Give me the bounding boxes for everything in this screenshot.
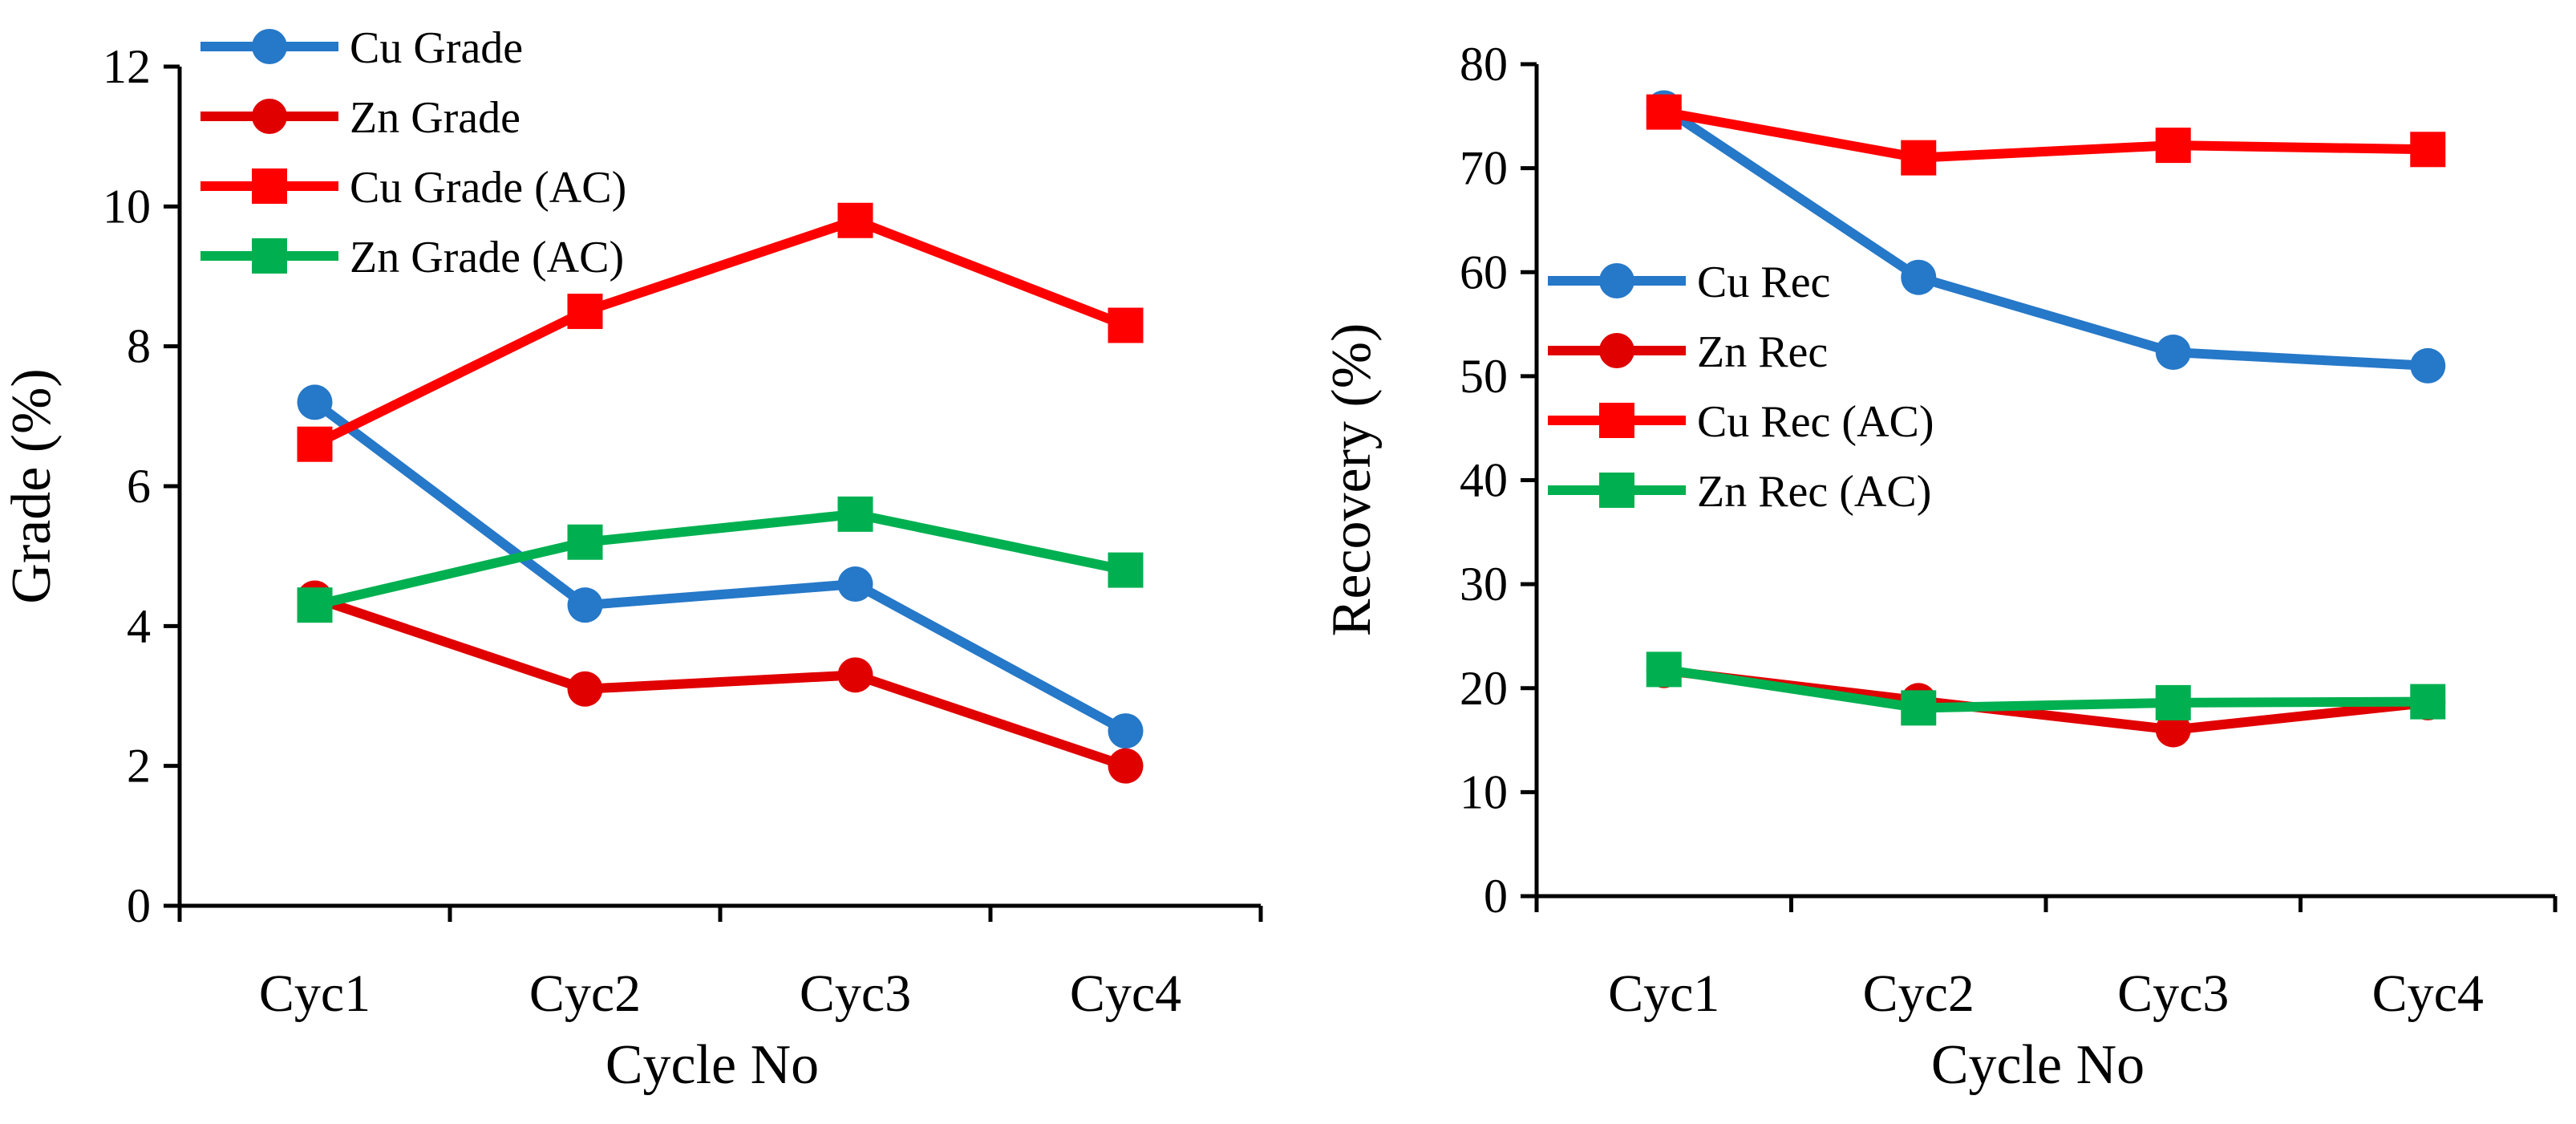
y-tick-label: 20 bbox=[1460, 662, 1508, 715]
series-line bbox=[311, 398, 1128, 736]
y-tick-label: 70 bbox=[1460, 142, 1508, 195]
legend: Cu Rec Zn Rec Cu Rec (AC) Zn Rec (AC) bbox=[1548, 258, 1934, 517]
x-tick-label: Cyc2 bbox=[529, 964, 641, 1023]
y-tick-label: 2 bbox=[127, 740, 151, 793]
data-point bbox=[1901, 690, 1937, 726]
data-point bbox=[297, 587, 333, 623]
data-point bbox=[1901, 140, 1937, 176]
legend-marker bbox=[252, 99, 287, 134]
y-tick-label: 10 bbox=[1460, 765, 1508, 818]
x-tick-label: Cyc4 bbox=[2372, 964, 2484, 1023]
series-line bbox=[313, 593, 1128, 771]
y-tick-label: 4 bbox=[127, 599, 151, 652]
legend: Cu Grade Zn Grade Cu Grade (AC) Zn Grade (A… bbox=[200, 23, 626, 282]
chart-2: 0 10 20 30 40 50 60 70 80 Cyc1 Cyc2 Cyc3 Cyc4 Cycle N… bbox=[1321, 38, 2558, 1096]
y-tick-label: 0 bbox=[127, 879, 151, 932]
chart-1: 0 2 4 6 8 10 12 Cyc1 Cyc2 Cyc3 Cyc4 Cycle No Grade (… bbox=[1, 23, 1263, 1096]
x-tick-label: Cyc1 bbox=[1608, 964, 1719, 1023]
y-tick-label: 80 bbox=[1460, 38, 1508, 91]
y-axis-title: Recovery (%) bbox=[1321, 323, 1383, 637]
y-tick-label: 12 bbox=[103, 40, 151, 93]
y-tick-label: 0 bbox=[1484, 870, 1508, 923]
y-tick-label: 30 bbox=[1460, 558, 1508, 611]
data-point bbox=[1646, 651, 1682, 688]
legend-label: Cu Rec (AC) bbox=[1697, 397, 1934, 447]
data-point bbox=[1108, 552, 1144, 588]
data-point bbox=[1108, 307, 1144, 343]
x-tick-label: Cyc3 bbox=[2117, 964, 2229, 1023]
data-point bbox=[2410, 132, 2446, 168]
legend-item: Cu Grade (AC) bbox=[200, 163, 626, 213]
legend-marker bbox=[1599, 263, 1634, 298]
data-point bbox=[2155, 335, 2191, 371]
legend-item: Zn Rec bbox=[1548, 327, 1828, 377]
series-line bbox=[312, 215, 1128, 449]
data-point bbox=[2155, 712, 2191, 748]
legend-label: Zn Rec bbox=[1697, 327, 1828, 377]
series-line bbox=[314, 509, 1127, 611]
legend-marker bbox=[252, 29, 287, 64]
legend-marker bbox=[1599, 473, 1634, 508]
x-axis-title: Cycle No bbox=[1931, 1034, 2145, 1096]
y-tick-label: 50 bbox=[1460, 350, 1508, 403]
y-tick-label: 40 bbox=[1460, 454, 1508, 507]
x-tick-label: Cyc3 bbox=[800, 964, 911, 1023]
y-tick-label: 8 bbox=[127, 320, 151, 373]
data-point bbox=[297, 426, 333, 462]
series-line bbox=[1661, 103, 2428, 371]
series-line bbox=[1663, 664, 2428, 713]
x-axis-title: Cycle No bbox=[606, 1034, 819, 1096]
legend-item: Zn Rec (AC) bbox=[1548, 467, 1931, 517]
data-point bbox=[567, 587, 603, 623]
y-tick-label: 6 bbox=[127, 460, 151, 513]
data-point bbox=[567, 294, 603, 330]
data-point bbox=[2410, 347, 2446, 383]
data-point bbox=[837, 202, 873, 238]
data-point bbox=[2155, 128, 2191, 164]
data-point bbox=[567, 524, 603, 560]
legend-marker bbox=[252, 238, 287, 274]
data-point bbox=[2155, 684, 2191, 720]
data-point bbox=[1901, 259, 1937, 295]
legend-label: Cu Grade bbox=[350, 23, 523, 73]
series-line bbox=[1663, 107, 2428, 163]
y-axis-title: Grade (%) bbox=[1, 368, 63, 603]
x-tick-label: Cyc4 bbox=[1070, 964, 1181, 1023]
data-point bbox=[1108, 748, 1144, 784]
x-tick-label: Cyc2 bbox=[1863, 964, 1975, 1023]
data-point bbox=[837, 657, 873, 693]
y-tick-label: 60 bbox=[1460, 245, 1508, 298]
legend-label: Cu Grade (AC) bbox=[350, 163, 626, 213]
y-tick-label: 10 bbox=[103, 180, 151, 233]
legend-item: Zn Grade bbox=[200, 93, 520, 143]
legend-marker bbox=[1599, 333, 1634, 368]
legend-marker bbox=[1599, 403, 1634, 438]
data-point bbox=[837, 566, 873, 603]
legend-item: Cu Rec (AC) bbox=[1548, 397, 1934, 447]
legend-marker bbox=[252, 168, 287, 204]
legend-label: Cu Rec bbox=[1697, 258, 1830, 307]
data-point bbox=[837, 496, 873, 532]
legend-item: Zn Grade (AC) bbox=[200, 233, 624, 282]
data-point bbox=[1108, 713, 1144, 749]
legend-item: Cu Grade bbox=[200, 23, 523, 73]
x-tick-label: Cyc1 bbox=[259, 964, 371, 1023]
legend-label: Zn Grade bbox=[350, 93, 520, 143]
legend-label: Zn Rec (AC) bbox=[1697, 467, 1931, 517]
data-point bbox=[297, 384, 333, 420]
legend-label: Zn Grade (AC) bbox=[350, 233, 624, 282]
legend-item: Cu Rec bbox=[1548, 258, 1830, 307]
data-point bbox=[567, 671, 603, 707]
data-point bbox=[2410, 684, 2446, 720]
data-point bbox=[1646, 94, 1682, 130]
